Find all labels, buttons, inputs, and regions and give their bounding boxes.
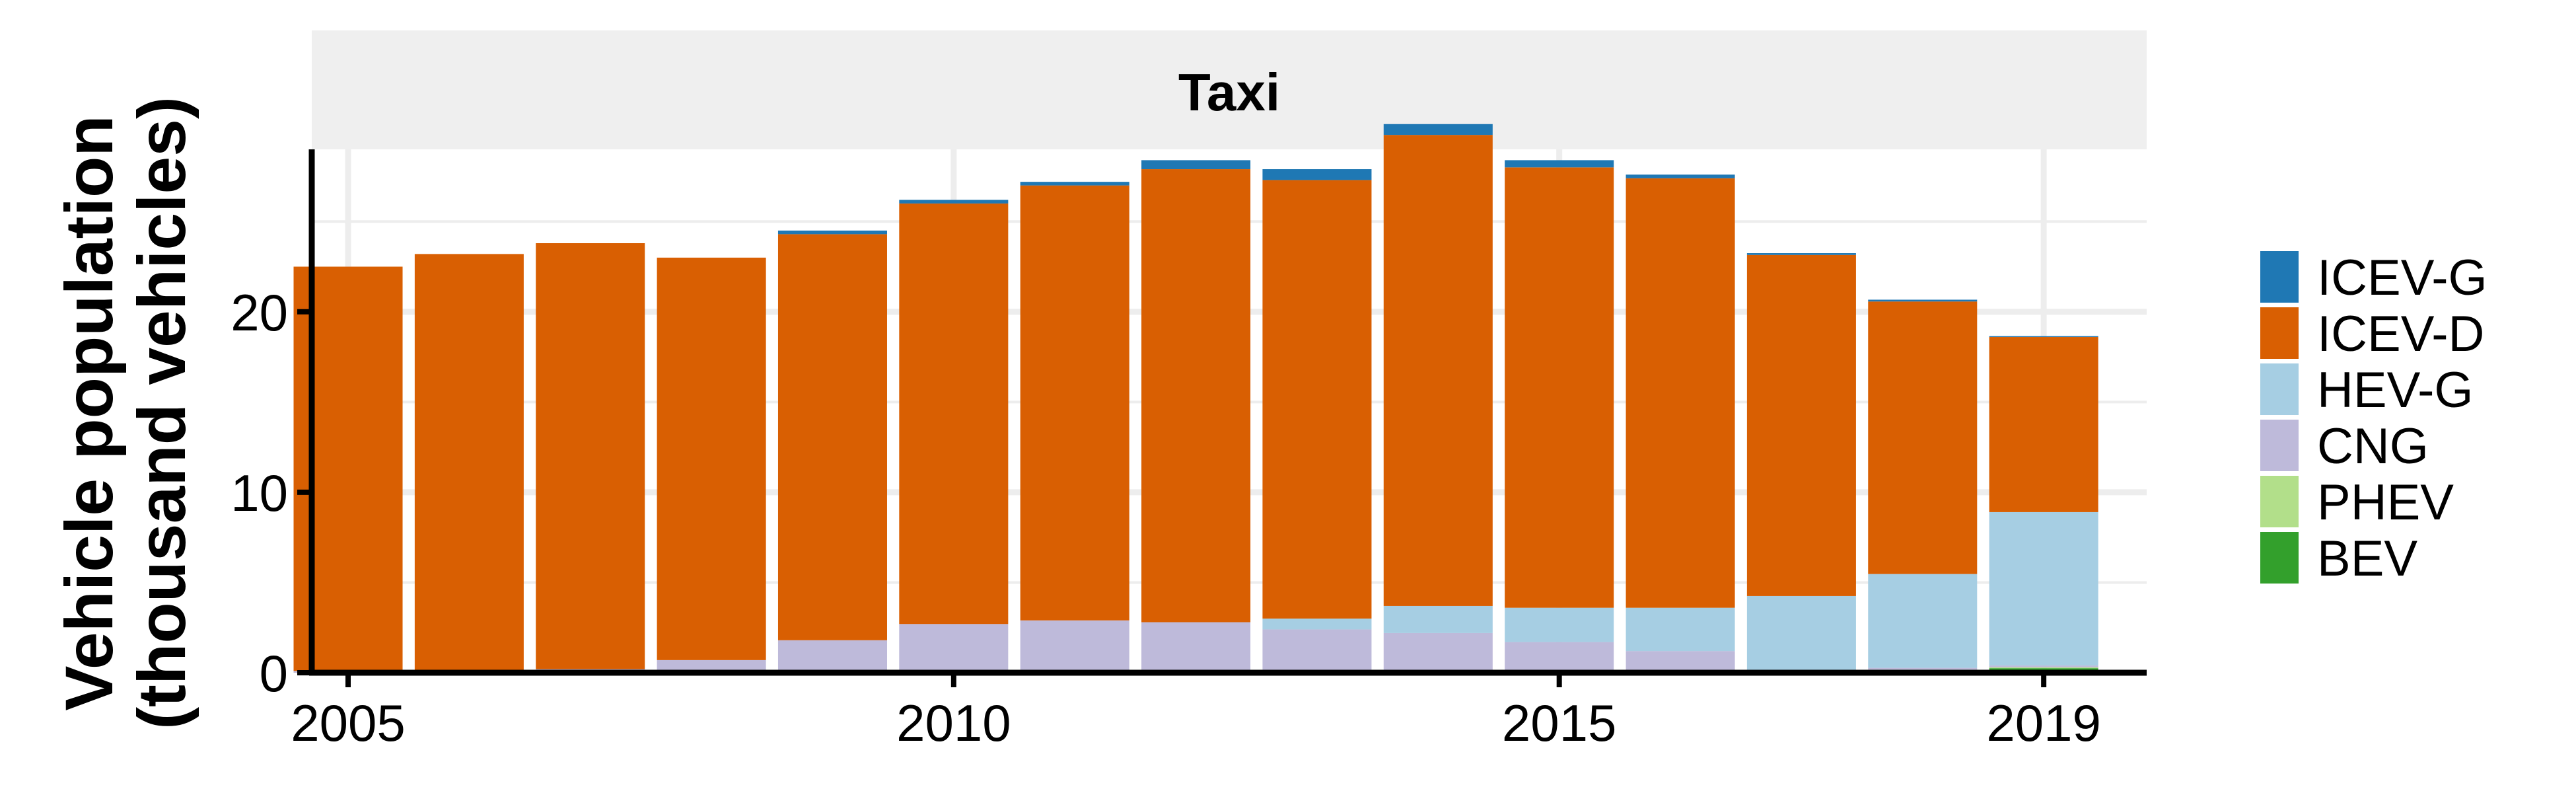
bar-segment-cng-2014 — [1383, 632, 1493, 673]
legend-swatch-bev — [2260, 532, 2299, 584]
x-axis-ticks: 2005 2010 2015 2019 — [291, 673, 2101, 752]
legend-label-bev: BEV — [2317, 531, 2417, 587]
bar-segment-icev-g-2012 — [1141, 160, 1251, 170]
bar-segment-icev-d-2006 — [414, 254, 524, 671]
bar-segment-cng-2015 — [1505, 642, 1614, 673]
bar-segment-icev-g-2019 — [1989, 336, 2098, 338]
bar-segment-icev-g-2009 — [777, 230, 887, 235]
bar-segment-icev-d-2017 — [1746, 254, 1856, 596]
bar-segment-icev-d-2019 — [1989, 337, 2098, 512]
bar-segment-icev-d-2015 — [1505, 167, 1614, 608]
bar-segment-cng-2016 — [1626, 651, 1735, 673]
bar-segment-icev-g-2018 — [1868, 299, 1978, 302]
bar-segment-icev-d-2012 — [1141, 169, 1251, 623]
legend-swatch-icev-g — [2260, 251, 2299, 303]
bar-segment-cng-2011 — [1020, 620, 1129, 673]
legend-swatch-cng — [2260, 420, 2299, 471]
bar-segment-cng-2008 — [657, 660, 766, 673]
legend-swatch-phev — [2260, 476, 2299, 527]
bar-segment-hev-g-2013 — [1262, 619, 1372, 630]
bar-segment-hev-g-2017 — [1746, 595, 1856, 670]
bar-segment-icev-d-2010 — [899, 203, 1009, 624]
y-axis-title-line2: (thousand vehicles) — [124, 96, 199, 730]
bar-segment-icev-g-2017 — [1746, 253, 1856, 255]
bar-segment-icev-d-2013 — [1262, 180, 1372, 619]
bar-segment-hev-g-2014 — [1383, 605, 1493, 633]
bar-segment-icev-g-2011 — [1020, 182, 1129, 186]
bar-segment-icev-g-2013 — [1262, 169, 1372, 180]
bar-segment-icev-d-2014 — [1383, 135, 1493, 606]
bar-segment-icev-g-2014 — [1383, 124, 1493, 135]
legend-label-hev-g: HEV-G — [2317, 362, 2474, 418]
x-tick-label: 2019 — [1986, 694, 2101, 752]
bar-segment-cng-2018 — [1868, 667, 1978, 670]
bars — [293, 124, 2098, 673]
y-axis-title-line1: Vehicle population — [52, 115, 127, 710]
y-tick-label: 10 — [231, 464, 288, 522]
legend-label-icev-g: ICEV-G — [2317, 250, 2487, 306]
bar-segment-icev-g-2010 — [899, 200, 1009, 204]
x-tick-label: 2015 — [1502, 694, 1617, 752]
bar-segment-cng-2019 — [1989, 665, 2098, 667]
legend-label-cng: CNG — [2317, 418, 2429, 474]
bar-segment-icev-d-2016 — [1626, 178, 1735, 608]
legend-label-phev: PHEV — [2317, 474, 2454, 531]
legend-label-icev-d: ICEV-D — [2317, 306, 2484, 362]
x-tick-label: 2010 — [896, 694, 1011, 752]
facet-strip-title: Taxi — [1178, 63, 1280, 122]
bar-segment-icev-g-2016 — [1626, 174, 1735, 178]
bar-segment-icev-d-2008 — [657, 257, 766, 660]
bar-segment-phev-2019 — [1989, 667, 2098, 669]
bar-segment-icev-d-2018 — [1868, 301, 1978, 574]
legend-swatch-hev-g — [2260, 363, 2299, 415]
legend-swatch-icev-d — [2260, 307, 2299, 359]
x-tick-label: 2005 — [291, 694, 406, 752]
bar-segment-icev-g-2015 — [1505, 160, 1614, 168]
bar-segment-cng-2013 — [1262, 629, 1372, 673]
y-tick-label: 0 — [260, 644, 288, 702]
bar-segment-cng-2009 — [777, 640, 887, 673]
facet-strip — [312, 30, 2147, 149]
y-axis-title: Vehicle population (thousand vehicles) — [52, 96, 199, 730]
bar-segment-icev-d-2011 — [1020, 185, 1129, 621]
bar-segment-hev-g-2015 — [1505, 607, 1614, 642]
bar-segment-hev-g-2016 — [1626, 607, 1735, 652]
bar-segment-cng-2010 — [899, 624, 1009, 673]
y-tick-label: 20 — [231, 283, 288, 342]
bar-segment-icev-d-2009 — [777, 234, 887, 640]
bar-segment-hev-g-2019 — [1989, 511, 2098, 666]
bar-segment-icev-d-2007 — [536, 243, 645, 669]
bar-segment-cng-2012 — [1141, 622, 1251, 673]
bar-segment-hev-g-2018 — [1868, 574, 1978, 668]
y-axis-ticks: 0 10 20 — [231, 283, 312, 702]
